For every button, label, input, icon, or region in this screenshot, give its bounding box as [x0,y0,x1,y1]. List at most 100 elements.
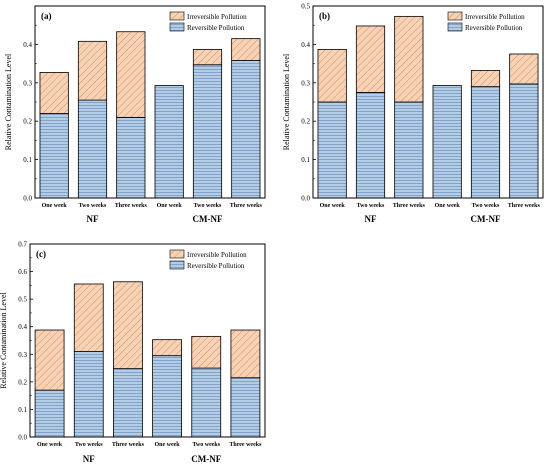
chart-panel: One week Two weeks Three weeks One week Two … [282,3,544,224]
x-tick-label: Three weeks [115,203,148,209]
x-tick-label: Three weeks [230,203,263,209]
y-axis-label: Relative Contamination Level [4,53,13,150]
reversible-bar [192,64,223,199]
y-tick-label: 0.4 [301,41,310,49]
group-label-cm-nf: CM-NF [471,214,501,224]
y-tick-label: 0.6 [18,268,27,276]
reversible-bar [34,389,65,438]
y-tick-label: 0.0 [18,434,27,442]
reversible-bar [317,101,347,199]
irreversible-bar [73,283,104,352]
x-tick-label: Two weeks [75,442,103,448]
reversible-bar [231,60,261,199]
legend-swatch-irreversible [447,11,463,21]
chart-panel: One week Two weeks Three weeks One week Two … [4,5,266,224]
y-axis-label: Relative Contamination Level [282,53,291,150]
x-tick-label: One week [157,203,183,209]
reversible-bar [77,99,108,199]
y-tick-label: 0.2 [301,118,310,126]
panel-label: (b) [319,11,330,21]
irreversible-bar [39,72,69,114]
legend-label-irreversible: Irreversible Pollution [465,13,525,21]
irreversible-bar [191,335,222,369]
reversible-bar [470,86,501,199]
irreversible-bar [355,25,386,93]
x-tick-label: Three weeks [112,442,145,448]
y-tick-label: 0.2 [23,118,32,126]
x-tick-label: One week [42,203,68,209]
irreversible-bar [509,53,539,85]
irreversible-bar [152,339,182,357]
reversible-bar [230,377,261,438]
y-tick-label: 0.3 [23,79,32,87]
y-tick-label: 0.0 [301,195,310,203]
reversible-bar [73,351,104,438]
x-tick-label: One week [37,442,63,448]
reversible-bar [116,116,146,199]
y-tick-label: 0.4 [18,323,27,331]
y-tick-label: 0.7 [18,241,27,249]
plot-frame [29,243,266,438]
legend-label-irreversible: Irreversible Pollution [187,13,247,21]
y-tick-label: 0.4 [23,41,32,49]
irreversible-bar [317,48,347,103]
legend-label-reversible: Reversible Pollution [187,24,245,32]
irreversible-bar [470,70,501,88]
irreversible-bar [77,40,108,101]
group-label-cm-nf: CM-NF [193,214,223,224]
group-label-cm-nf: CM-NF [191,454,221,464]
x-tick-label: One week [435,203,461,209]
x-tick-label: Three weeks [229,442,262,448]
reversible-bar [191,367,222,438]
x-tick-label: One week [320,203,346,209]
panel-label: (a) [41,11,52,21]
x-tick-label: Two weeks [194,203,222,209]
y-axis-label: Relative Contamination Level [0,292,8,389]
plot-frame [312,5,544,199]
y-tick-label: 0.3 [18,351,27,359]
x-tick-label: Two weeks [192,442,220,448]
y-tick-label: 0.5 [301,3,310,11]
x-tick-label: Two weeks [472,203,500,209]
reversible-bar [152,355,182,438]
irreversible-bar [394,15,424,103]
y-tick-label: 0.0 [23,195,32,203]
group-label-nf: NF [365,214,377,224]
y-tick-label: 0.5 [18,296,27,304]
group-label-nf: NF [83,454,95,464]
reversible-bar [509,83,539,199]
reversible-bar [432,85,462,199]
y-tick-label: 0.3 [301,79,310,87]
y-tick-label: 0.1 [301,156,310,164]
legend-label-reversible: Reversible Pollution [465,24,523,32]
x-tick-label: Three weeks [393,203,426,209]
legend-swatch-reversible [169,22,185,32]
reversible-bar [355,92,386,199]
x-tick-label: Two weeks [357,203,385,209]
legend-swatch-irreversible [169,11,185,21]
reversible-bar [113,368,143,438]
legend-swatch-irreversible [169,249,185,259]
legend-label-irreversible: Irreversible Pollution [187,251,247,259]
x-tick-label: One week [154,442,180,448]
y-tick-label: 0.2 [18,378,27,386]
reversible-bar [154,85,184,199]
irreversible-bar [113,281,143,370]
legend-swatch-reversible [169,260,185,270]
legend-label-reversible: Reversible Pollution [187,262,245,270]
x-tick-label: Three weeks [508,203,541,209]
chart-panel: One week Two weeks Three weeks One week Two … [0,241,266,464]
plot-frame [34,5,266,199]
y-tick-label: 0.1 [23,156,32,164]
legend-swatch-reversible [447,22,463,32]
irreversible-bar [230,329,261,379]
irreversible-bar [34,329,65,391]
irreversible-bar [231,38,261,61]
irreversible-bar [192,48,223,66]
group-label-nf: NF [87,214,99,224]
reversible-bar [394,101,424,199]
y-tick-label: 0.1 [18,406,27,414]
panel-label: (c) [36,249,46,259]
x-tick-label: Two weeks [79,203,107,209]
